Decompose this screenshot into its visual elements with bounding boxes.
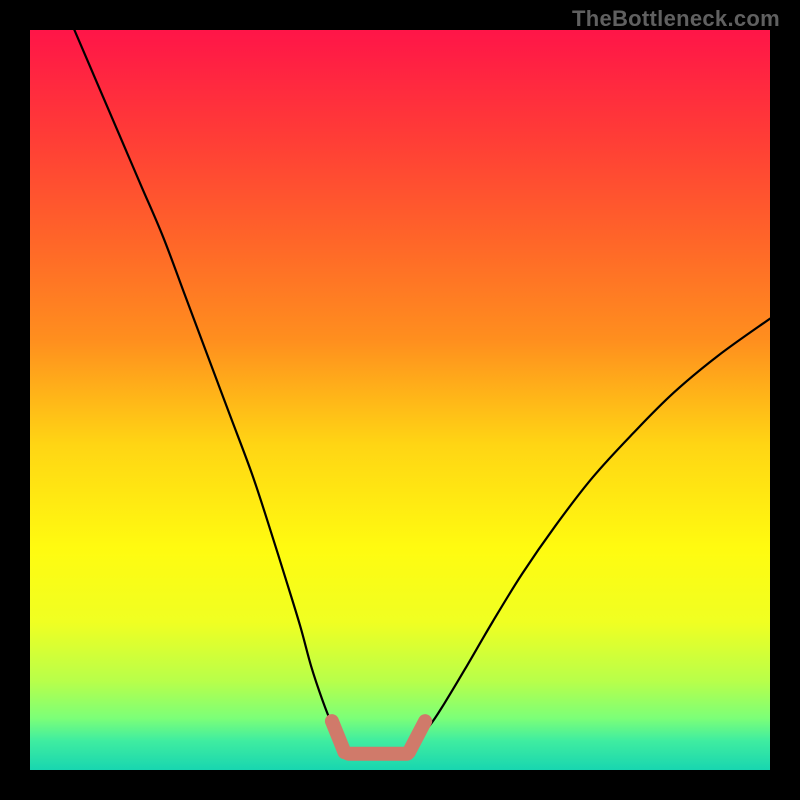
bottleneck-plot: [30, 30, 770, 770]
watermark-text: TheBottleneck.com: [572, 6, 780, 32]
gradient-background: [30, 30, 770, 770]
chart-frame: TheBottleneck.com: [0, 0, 800, 800]
